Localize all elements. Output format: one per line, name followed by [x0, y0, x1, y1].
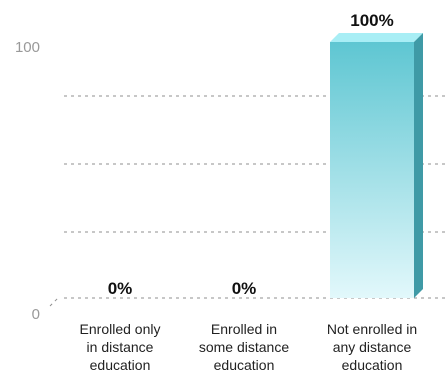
gridlines — [49, 95, 448, 307]
data-label: 100% — [350, 11, 393, 30]
bar — [330, 33, 423, 298]
axis-corner — [49, 297, 59, 307]
data-labels: 0% 0% 100% — [108, 11, 394, 298]
bar-side — [414, 33, 423, 298]
x-tick-label: Enrolled in some distance education — [199, 321, 289, 373]
y-tick-label: 100 — [15, 39, 40, 56]
x-axis: Enrolled only in distance education Enrolle… — [80, 321, 418, 373]
x-tick-label: Enrolled only in distance education — [80, 321, 161, 373]
bar-front — [330, 42, 414, 298]
x-tick-label: Not enrolled in any distance education — [327, 321, 417, 373]
bar-top — [330, 33, 423, 42]
data-label: 0% — [108, 279, 133, 298]
y-axis: 0 100 — [15, 39, 40, 323]
data-label: 0% — [232, 279, 257, 298]
bars — [330, 33, 423, 298]
y-tick-label: 0 — [32, 306, 40, 323]
